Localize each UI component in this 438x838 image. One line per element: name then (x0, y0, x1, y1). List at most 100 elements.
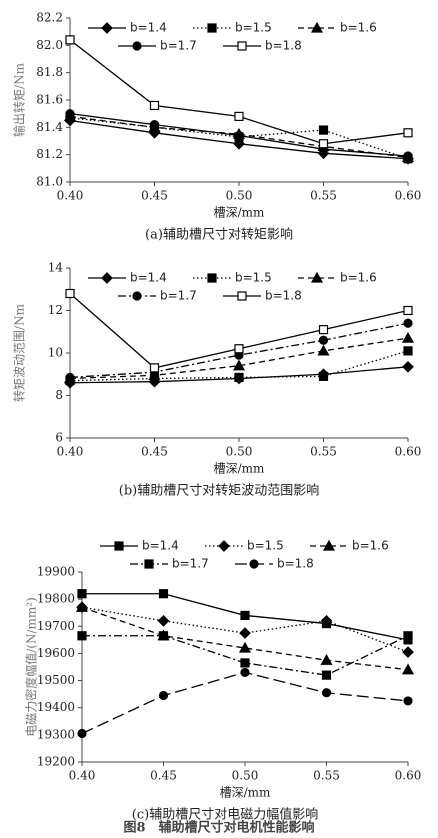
legend-marker (218, 540, 230, 552)
x-tick-label: 0.60 (395, 445, 422, 459)
marker (402, 360, 414, 373)
marker (318, 139, 329, 149)
marker (318, 325, 329, 335)
marker (157, 615, 170, 627)
marker (238, 641, 252, 653)
y-tick-label: 10 (48, 346, 63, 360)
legend-label: b=1.4 (130, 271, 167, 285)
marker (77, 589, 87, 599)
marker (234, 111, 244, 122)
marker (403, 151, 413, 161)
marker (318, 335, 329, 345)
legend-marker (114, 541, 124, 551)
legend-label: b=1.4 (130, 21, 167, 35)
y-axis-label: 电磁力密度幅值/(N/mm²) (24, 597, 39, 737)
x-axis-label: 槽深/mm (214, 206, 265, 220)
marker (402, 646, 414, 658)
marker (65, 288, 75, 299)
y-tick-label: 19400 (37, 700, 75, 714)
marker (240, 610, 250, 621)
y-tick-label: 12 (48, 303, 63, 317)
y-axis-label: 转矩波动范围/Nm (12, 303, 27, 402)
x-tick-label: 0.55 (313, 769, 340, 783)
y-tick-label: 81.6 (36, 93, 63, 107)
series-line (69, 337, 409, 380)
marker (317, 344, 330, 356)
y-tick-label: 19900 (37, 565, 75, 579)
y-tick-label: 81.0 (36, 175, 63, 189)
legend-marker (144, 559, 154, 569)
marker (232, 359, 246, 371)
x-tick-label: 0.50 (226, 189, 253, 203)
marker (65, 109, 75, 119)
legend-label: b=1.5 (235, 21, 272, 35)
marker (403, 128, 413, 138)
y-tick-label: 19600 (37, 646, 75, 660)
x-tick-label: 0.40 (57, 445, 84, 459)
legend-marker (310, 271, 324, 283)
y-tick-label: 8 (55, 388, 63, 402)
legend-marker (101, 272, 113, 284)
marker (158, 690, 169, 701)
y-tick-label: 19800 (37, 592, 75, 606)
marker (320, 653, 333, 665)
legend-marker (207, 23, 217, 33)
y-axis-label: 输出转矩/Nm (12, 62, 27, 137)
marker (234, 372, 244, 383)
legend-marker (237, 41, 247, 51)
marker (149, 119, 160, 130)
legend-marker (207, 273, 217, 283)
marker (77, 728, 87, 739)
marker (75, 601, 89, 612)
legend-marker (322, 539, 336, 551)
y-tick-label: 6 (55, 431, 63, 445)
legend-label: b=1.8 (265, 39, 302, 53)
y-tick-label: 19300 (37, 727, 75, 741)
marker (321, 688, 332, 698)
legend-marker (132, 291, 142, 301)
legend-marker (310, 21, 324, 33)
marker (234, 344, 244, 354)
legend-label: b=1.6 (340, 21, 377, 35)
marker (239, 627, 251, 639)
legend-label: b=1.8 (265, 289, 302, 303)
legend-marker (249, 559, 259, 569)
x-tick-label: 0.50 (226, 445, 253, 459)
marker (158, 631, 169, 641)
series-line (69, 115, 409, 159)
legend-marker (101, 22, 113, 34)
x-tick-label: 0.60 (395, 189, 422, 203)
y-tick-label: 14 (48, 261, 64, 275)
chart-caption: (c)辅助槽尺寸对电磁力幅值影响 (132, 807, 318, 823)
marker (320, 615, 333, 627)
marker (318, 125, 329, 135)
legend-label: b=1.7 (160, 39, 197, 53)
legend-label: b=1.4 (142, 539, 179, 553)
legend-label: b=1.7 (172, 557, 209, 571)
figure-caption: 图8 辅助槽尺寸对电机性能影响 (123, 820, 314, 836)
legend-label: b=1.5 (235, 271, 272, 285)
legend-label: b=1.7 (160, 289, 197, 303)
marker (401, 331, 415, 343)
marker (318, 371, 329, 381)
legend-label: b=1.5 (247, 539, 284, 553)
x-tick-label: 0.50 (232, 769, 259, 783)
chart-caption: (a)辅助槽尺寸对转矩影响 (145, 227, 293, 243)
x-tick-label: 0.55 (310, 445, 337, 459)
x-tick-label: 0.55 (310, 189, 337, 203)
x-tick-label: 0.45 (141, 445, 168, 459)
legend-marker (132, 41, 142, 51)
legend-label: b=1.8 (277, 557, 314, 571)
legend-marker (237, 291, 247, 301)
x-tick-label: 0.60 (395, 769, 422, 783)
y-tick-label: 82.0 (36, 38, 63, 52)
marker (403, 346, 413, 356)
x-tick-label: 0.40 (69, 769, 96, 783)
y-tick-label: 81.4 (36, 120, 63, 134)
legend-label: b=1.6 (352, 539, 389, 553)
y-tick-label: 19700 (37, 619, 75, 633)
x-tick-label: 0.45 (141, 189, 168, 203)
marker (149, 100, 160, 111)
x-axis-label: 槽深/mm (214, 462, 265, 476)
